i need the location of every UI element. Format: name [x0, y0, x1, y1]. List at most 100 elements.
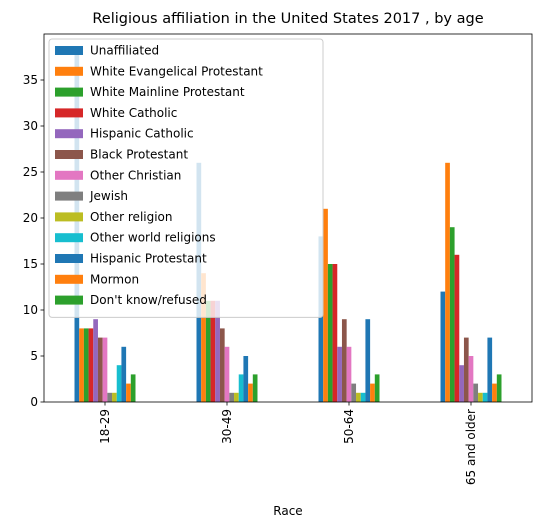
bar: [205, 300, 211, 402]
legend-item: Mormon: [55, 272, 139, 286]
legend-swatch: [55, 233, 83, 243]
bar: [107, 392, 113, 402]
legend-item: White Evangelical Protestant: [55, 64, 263, 78]
legend-label: Unaffiliated: [90, 44, 159, 58]
bar: [356, 392, 361, 402]
bar: [219, 328, 225, 402]
legend-item: Unaffiliated: [55, 44, 159, 58]
bar: [487, 337, 493, 402]
series-1: [79, 162, 450, 402]
y-tick-label: 15: [23, 257, 38, 271]
legend-swatch: [55, 274, 83, 284]
bar: [116, 365, 122, 402]
bar: [248, 383, 253, 402]
bar: [463, 337, 469, 402]
series-8: [112, 392, 483, 402]
chart-title: Religious affiliation in the United Stat…: [92, 11, 483, 27]
bar: [112, 392, 117, 402]
bar: [97, 337, 103, 402]
legend-swatch: [55, 46, 83, 55]
legend-swatch: [55, 129, 83, 139]
series-11: [126, 383, 497, 402]
legend-label: Black Protestant: [90, 148, 188, 162]
x-tick-label: 65 and older: [464, 409, 478, 485]
legend: Unaffiliated White Evangelical Protestant…: [48, 38, 324, 318]
legend-frame: [48, 38, 324, 318]
bar: [83, 328, 89, 402]
bar: [360, 392, 366, 402]
legend-label: White Mainline Protestant: [90, 85, 245, 99]
legend-label: Hispanic Protestant: [90, 252, 207, 266]
bar: [210, 300, 216, 402]
bar: [88, 328, 94, 402]
legend-label: Mormon: [90, 272, 139, 286]
legend-label: Other world religions: [90, 231, 216, 245]
bar: [215, 300, 220, 402]
bar: [346, 346, 352, 402]
series-7: [107, 383, 479, 402]
legend-swatch: [55, 150, 83, 159]
bar: [341, 319, 347, 402]
bar: [449, 227, 455, 402]
series-12: [130, 374, 502, 402]
bar: [440, 291, 446, 402]
legend-swatch: [55, 108, 83, 118]
bar: [252, 374, 258, 402]
legend-item: Jewish: [55, 189, 128, 203]
bar: [243, 356, 249, 402]
legend-item: Black Protestant: [55, 148, 188, 162]
x-axis-title: Race: [273, 504, 302, 518]
y-tick-label: 10: [23, 303, 38, 317]
bar: [102, 337, 108, 402]
bar: [374, 374, 380, 402]
series-9: [116, 365, 488, 402]
bar: [327, 264, 333, 402]
bar: [351, 383, 357, 402]
y-tick-label: 20: [23, 211, 38, 225]
bar: [445, 162, 450, 402]
bar: [496, 374, 502, 402]
x-tick-label: 18-29: [98, 409, 112, 444]
bar: [229, 392, 235, 402]
x-tick-label: 50-64: [342, 409, 356, 444]
legend-item: Other religion: [55, 210, 173, 224]
bar: [478, 392, 483, 402]
bar: [323, 208, 328, 402]
legend-label: Hispanic Catholic: [90, 127, 194, 141]
legend-swatch: [55, 170, 83, 180]
legend-item: Don't know/refused: [55, 293, 207, 307]
bar: [93, 319, 98, 402]
axes-layer: 0 5 10 15 20 25 30 35 18-29 30-49 50-64 65 and olde…: [23, 33, 533, 485]
legend-item: Hispanic Catholic: [55, 127, 194, 141]
bar: [79, 328, 84, 402]
y-tick-label: 35: [23, 73, 38, 87]
bar: [337, 346, 342, 402]
bar: [130, 374, 136, 402]
legend-label: Other Christian: [90, 168, 181, 182]
legend-item: Other Christian: [55, 168, 181, 182]
legend-label: Jewish: [89, 189, 128, 203]
legend-item: White Catholic: [55, 106, 177, 120]
legend-swatch: [55, 66, 83, 76]
bar: [482, 392, 488, 402]
bar: [332, 264, 338, 402]
series-3: [88, 254, 460, 402]
series-10: [121, 319, 493, 402]
legend-label: White Evangelical Protestant: [90, 64, 263, 78]
bar: [459, 365, 464, 402]
legend-label: White Catholic: [90, 106, 177, 120]
legend-swatch: [55, 212, 83, 222]
x-tick-label: 30-49: [220, 409, 234, 444]
bar: [468, 356, 474, 402]
bar: [126, 383, 131, 402]
legend-swatch: [55, 254, 83, 263]
y-tick-label: 25: [23, 165, 38, 179]
bar: [318, 236, 324, 402]
series-2: [83, 227, 455, 402]
legend-swatch: [55, 295, 83, 305]
legend-label: Other religion: [90, 210, 173, 224]
series-5: [97, 319, 469, 402]
bars-layer: [74, 52, 502, 403]
